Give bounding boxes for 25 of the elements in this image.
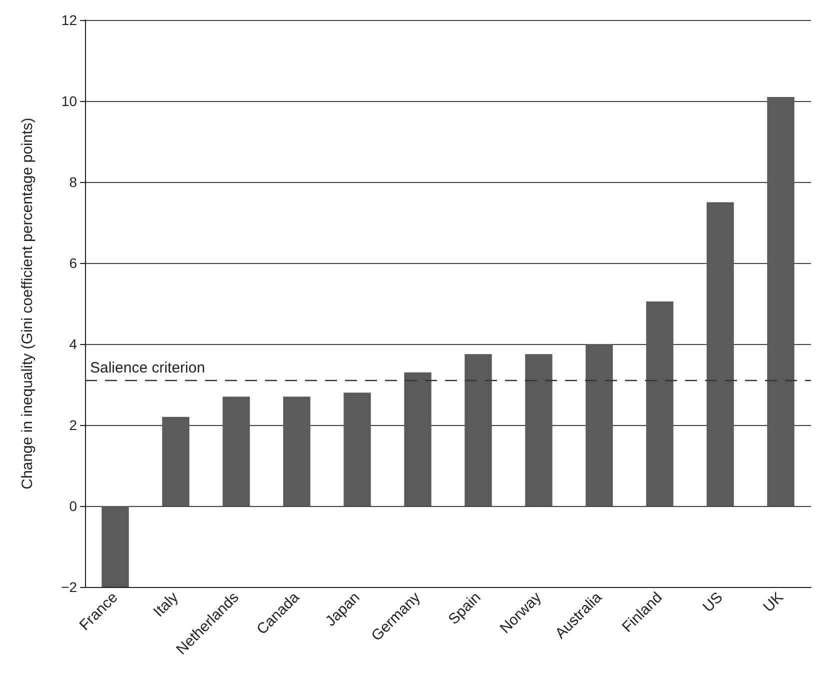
bar — [646, 301, 674, 506]
x-tick-label: US — [700, 588, 726, 616]
bar — [706, 202, 734, 506]
y-tick-label: 4 — [69, 336, 78, 352]
y-tick-label: 6 — [69, 255, 78, 271]
y-tick-label: 8 — [69, 174, 78, 190]
bar — [162, 416, 190, 506]
bar — [464, 354, 492, 506]
x-tick-label: Italy — [150, 588, 182, 620]
bar — [404, 372, 432, 506]
y-tick-label: 10 — [61, 93, 78, 109]
bar — [102, 506, 129, 587]
bar — [525, 354, 552, 506]
ref-line-label: Salience criterion — [90, 359, 206, 376]
y-tick-label: −2 — [61, 579, 78, 595]
bar — [767, 96, 794, 506]
bar — [222, 396, 250, 506]
y-tick-label: 0 — [69, 498, 78, 514]
bar — [344, 392, 371, 506]
bar — [283, 396, 310, 506]
y-tick-label: 2 — [69, 417, 78, 433]
y-axis-title: Change in inequality (Gini coefficient percentage points) — [19, 118, 36, 490]
bar — [586, 344, 613, 506]
x-tick-label: UK — [760, 588, 787, 616]
y-tick-label: 12 — [61, 12, 78, 28]
